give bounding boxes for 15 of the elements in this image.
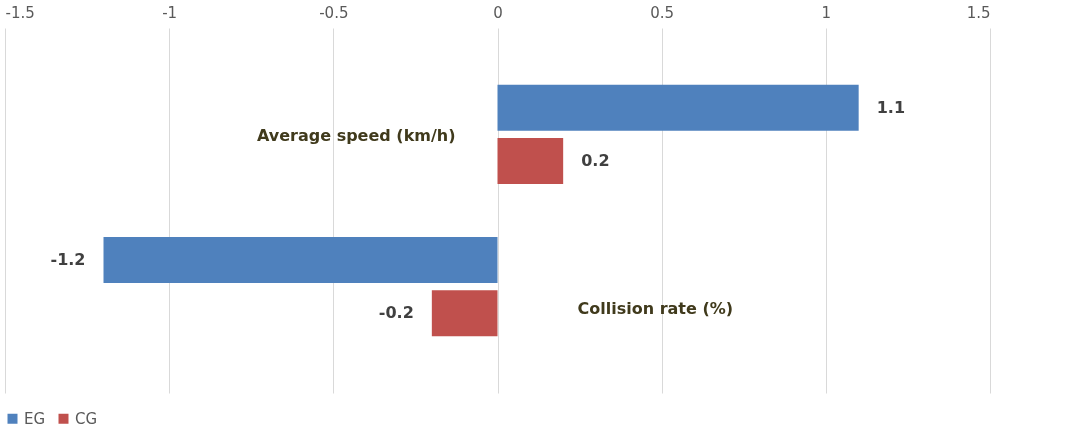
x-tick-label: 0 (493, 3, 503, 22)
data-label: -1.2 (50, 249, 86, 269)
y-tick-label: Collision rate (%) (577, 298, 734, 318)
x-tick-label: -1 (162, 3, 178, 22)
data-label: 0.2 (581, 151, 610, 171)
x-tick-label: -1.5 (5, 3, 35, 22)
x-tick-label: 0.5 (650, 3, 675, 22)
legend-label: CG (75, 409, 98, 428)
x-tick-label: -0.5 (319, 3, 349, 22)
data-label: -0.2 (378, 303, 414, 323)
data-label: 1.1 (876, 97, 906, 117)
y-tick-label: Average speed (km/h) (256, 126, 456, 146)
legend-label: EG (24, 409, 46, 428)
x-tick-label: 1.5 (966, 3, 991, 22)
x-tick-label: 1 (821, 3, 832, 22)
